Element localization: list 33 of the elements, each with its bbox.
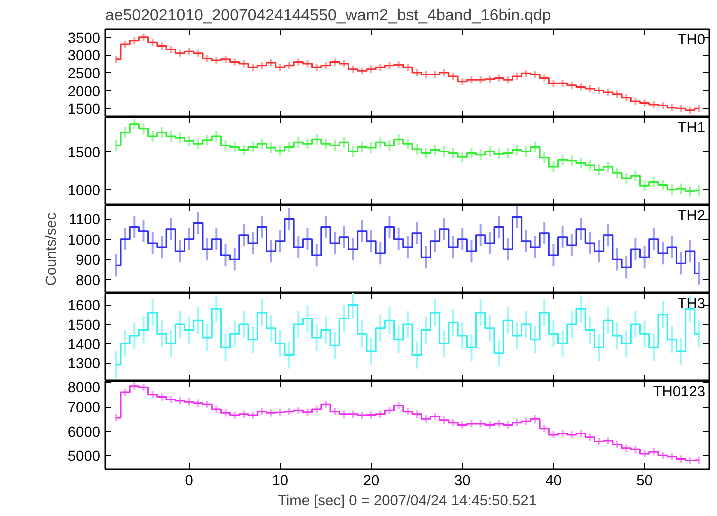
y-tick-label: 1500 xyxy=(68,145,101,162)
y-tick-label: 8000 xyxy=(68,380,101,396)
x-tick-label: 0 xyxy=(185,474,194,490)
chart-title: ae502021010_20070424144550_wam2_bst_4band_16bin.qdp xyxy=(106,8,552,24)
x-tick-label: 10 xyxy=(272,474,289,490)
y-axis-title: Counts/sec xyxy=(44,212,60,286)
y-tick-label: 6000 xyxy=(68,424,101,441)
y-tick-label: 1000 xyxy=(68,232,101,249)
series-label: TH3 xyxy=(678,296,706,312)
y-tick-label: 3500 xyxy=(68,30,101,47)
text: TH1 xyxy=(678,120,706,136)
y-tick-label: 3000 xyxy=(68,48,101,65)
series-label: TH2 xyxy=(678,208,706,224)
y-tick-label: 5000 xyxy=(68,449,101,466)
y-tick-label: 1500 xyxy=(68,102,101,118)
x-axis-title: Time [sec] 0 = 2007/04/24 14:45:50.521 xyxy=(278,494,537,510)
text: TH0123 xyxy=(653,384,706,400)
y-tick-label: 1000 xyxy=(68,183,101,200)
x-tick-label: 20 xyxy=(363,474,380,490)
y-tick-label: 1400 xyxy=(68,337,101,354)
y-tick-label: 900 xyxy=(76,253,101,270)
x-tick-label: 40 xyxy=(546,474,562,490)
y-tick-label: 1100 xyxy=(68,212,101,229)
y-tick-label: 7000 xyxy=(68,400,101,417)
y-tick-label: 800 xyxy=(76,273,101,290)
y-tick-label: 1500 xyxy=(68,318,101,334)
text: TH0 xyxy=(678,32,706,48)
y-tick-label: 2500 xyxy=(68,66,101,82)
y-tick-label: 1600 xyxy=(68,298,101,315)
y-tick-label: 1300 xyxy=(68,356,101,373)
y-tick-label: 2000 xyxy=(68,84,101,100)
x-tick-label: 30 xyxy=(454,474,471,490)
x-tick-label: 50 xyxy=(636,474,653,490)
